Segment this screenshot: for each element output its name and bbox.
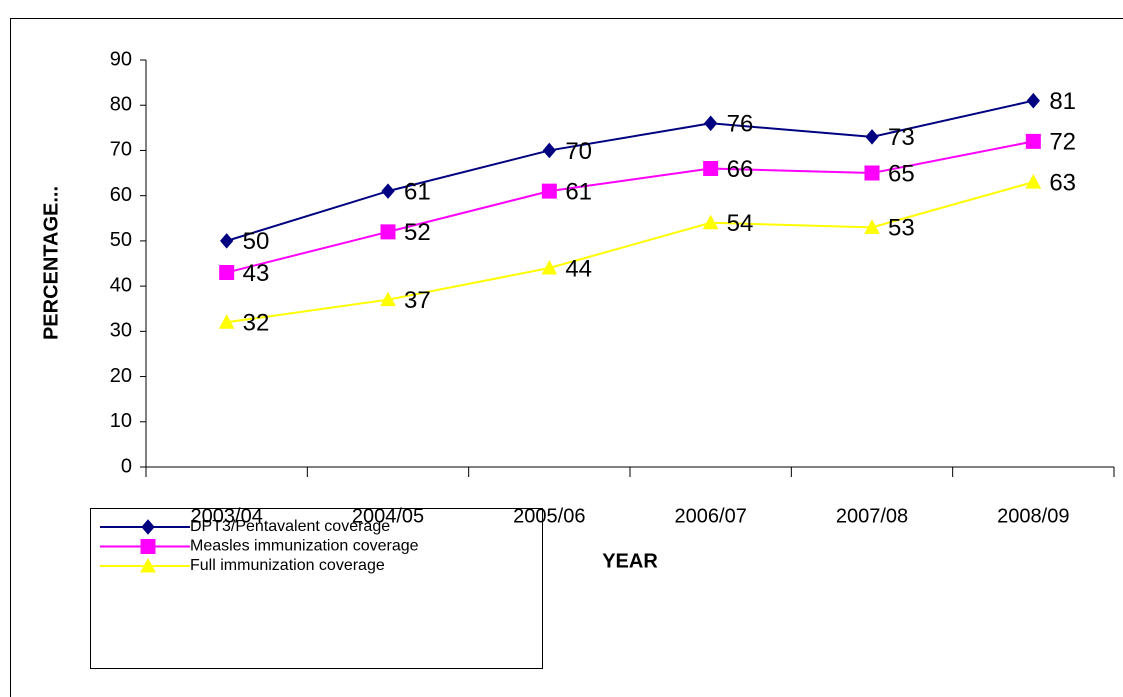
legend-marker — [140, 539, 156, 554]
data-point — [218, 314, 235, 329]
legend-marker — [140, 557, 156, 573]
data-point — [1025, 133, 1041, 149]
y-tick-label: 80 — [110, 94, 132, 116]
data-label: 63 — [1049, 169, 1076, 196]
data-label: 61 — [404, 178, 431, 205]
data-point — [704, 115, 718, 132]
y-tick-label: 10 — [110, 410, 132, 432]
data-label: 76 — [727, 111, 754, 138]
data-point — [380, 291, 396, 307]
data-point — [1025, 174, 1042, 189]
x-axis-title: YEAR — [602, 550, 658, 572]
data-label: 65 — [888, 160, 915, 187]
data-point — [864, 165, 880, 181]
data-label: 53 — [888, 215, 915, 242]
data-label: 72 — [1049, 129, 1076, 156]
data-point — [541, 183, 557, 199]
data-label: 81 — [1049, 88, 1076, 115]
data-point — [541, 259, 558, 275]
data-label: 66 — [727, 156, 754, 183]
legend-marker — [141, 519, 155, 535]
legend-box — [90, 508, 543, 669]
data-label: 61 — [565, 178, 592, 205]
data-point — [1026, 92, 1040, 109]
y-tick-label: 60 — [110, 184, 132, 206]
data-point — [380, 224, 396, 240]
data-label: 73 — [888, 124, 915, 151]
legend-label: DPT3/Pentavalent coverage — [190, 518, 390, 535]
legend-label: Full immunization coverage — [190, 557, 385, 574]
y-tick-label: 70 — [110, 139, 132, 161]
series-line — [226, 140, 1034, 274]
data-point — [219, 265, 235, 281]
y-tick-label: 40 — [110, 274, 132, 296]
x-tick-label: 2005/06 — [513, 505, 585, 527]
data-point — [220, 233, 234, 249]
data-point — [702, 214, 719, 230]
y-tick-label: 30 — [110, 320, 132, 342]
data-label: 54 — [727, 210, 754, 237]
data-label: 37 — [404, 287, 431, 314]
data-point — [542, 142, 556, 159]
y-axis-title: PERCENTAGE... — [40, 186, 62, 340]
y-tick-label: 90 — [110, 48, 132, 70]
x-tick-label: 2004/05 — [352, 505, 424, 527]
series-line — [226, 99, 1034, 242]
data-label: 44 — [565, 255, 592, 282]
x-tick-label: 2007/08 — [836, 505, 908, 527]
y-tick-label: 0 — [121, 455, 132, 477]
data-point — [703, 161, 719, 177]
y-tick-label: 50 — [110, 229, 132, 251]
series-line — [226, 181, 1034, 324]
data-label: 52 — [404, 219, 431, 246]
x-tick-label: 2006/07 — [675, 505, 747, 527]
data-label: 50 — [243, 228, 270, 255]
x-tick-label: 2003/04 — [191, 505, 263, 527]
x-tick-label: 2008/09 — [997, 505, 1069, 527]
data-label: 70 — [565, 138, 592, 165]
data-point — [381, 183, 395, 199]
legend-label: Measles immunization coverage — [190, 538, 419, 555]
data-point — [864, 219, 880, 234]
data-point — [865, 129, 879, 145]
data-label: 32 — [243, 310, 270, 337]
data-label: 43 — [243, 260, 270, 287]
y-tick-label: 20 — [110, 365, 132, 387]
